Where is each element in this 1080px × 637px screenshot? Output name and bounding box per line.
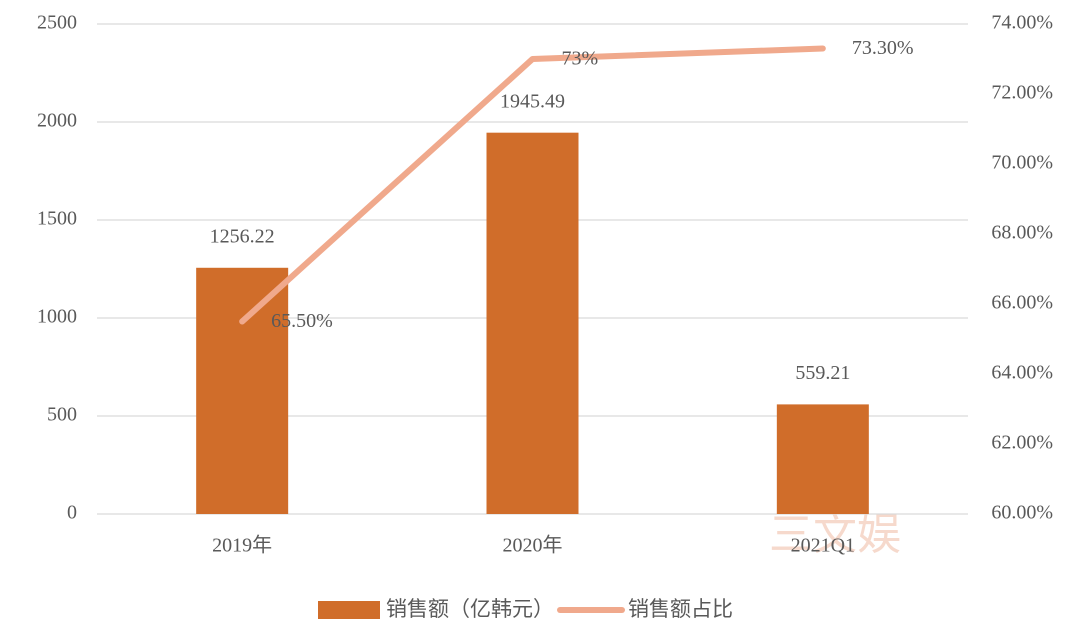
bar bbox=[776, 404, 869, 514]
y-tick-label: 1000 bbox=[37, 306, 77, 328]
line bbox=[239, 45, 826, 325]
data-label: 1256.22 bbox=[210, 225, 275, 247]
data-label: 73% bbox=[562, 48, 599, 70]
y-tick-label: 2000 bbox=[37, 110, 77, 132]
y2-tick-label: 74.00% bbox=[991, 12, 1053, 34]
y2-tick-label: 62.00% bbox=[991, 432, 1053, 454]
x-tick-label: 2020年 bbox=[503, 534, 563, 557]
bar bbox=[196, 267, 289, 514]
data-label: 559.21 bbox=[795, 362, 850, 384]
data-label: 1945.49 bbox=[500, 90, 565, 112]
x-tick-label: 2019年 bbox=[212, 534, 272, 557]
y2-tick-label: 64.00% bbox=[991, 362, 1053, 384]
y2-tick-label: 60.00% bbox=[991, 502, 1053, 524]
watermark: 三文娱 bbox=[769, 509, 901, 560]
y2-tick-label: 68.00% bbox=[991, 222, 1053, 244]
y-tick-label: 0 bbox=[67, 502, 77, 524]
legend-label: 销售额占比 bbox=[628, 597, 733, 621]
data-label: 73.30% bbox=[852, 37, 914, 59]
x-tick-label: 2021Q1 bbox=[791, 535, 855, 557]
legend-swatch bbox=[318, 601, 380, 619]
bar bbox=[486, 132, 579, 514]
y2-tick-label: 66.00% bbox=[991, 292, 1053, 314]
legend-label: 销售额（亿韩元） bbox=[386, 597, 554, 621]
y-tick-label: 1500 bbox=[37, 208, 77, 230]
data-label: 65.50% bbox=[271, 310, 333, 332]
y2-tick-label: 70.00% bbox=[991, 152, 1053, 174]
y-tick-label: 500 bbox=[47, 404, 77, 426]
y2-tick-label: 72.00% bbox=[991, 82, 1053, 104]
y-tick-label: 2500 bbox=[37, 12, 77, 34]
